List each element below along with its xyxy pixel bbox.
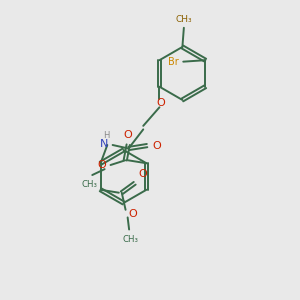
Text: O: O: [152, 141, 161, 151]
Text: Br: Br: [168, 57, 179, 67]
Text: O: O: [124, 130, 133, 140]
Text: O: O: [98, 160, 106, 170]
Text: CH₃: CH₃: [176, 15, 192, 24]
Text: O: O: [128, 209, 137, 219]
Text: N: N: [100, 140, 108, 149]
Text: O: O: [139, 169, 147, 179]
Text: O: O: [157, 98, 165, 108]
Text: CH₃: CH₃: [123, 235, 139, 244]
Text: H: H: [103, 131, 110, 140]
Text: CH₃: CH₃: [81, 180, 97, 189]
